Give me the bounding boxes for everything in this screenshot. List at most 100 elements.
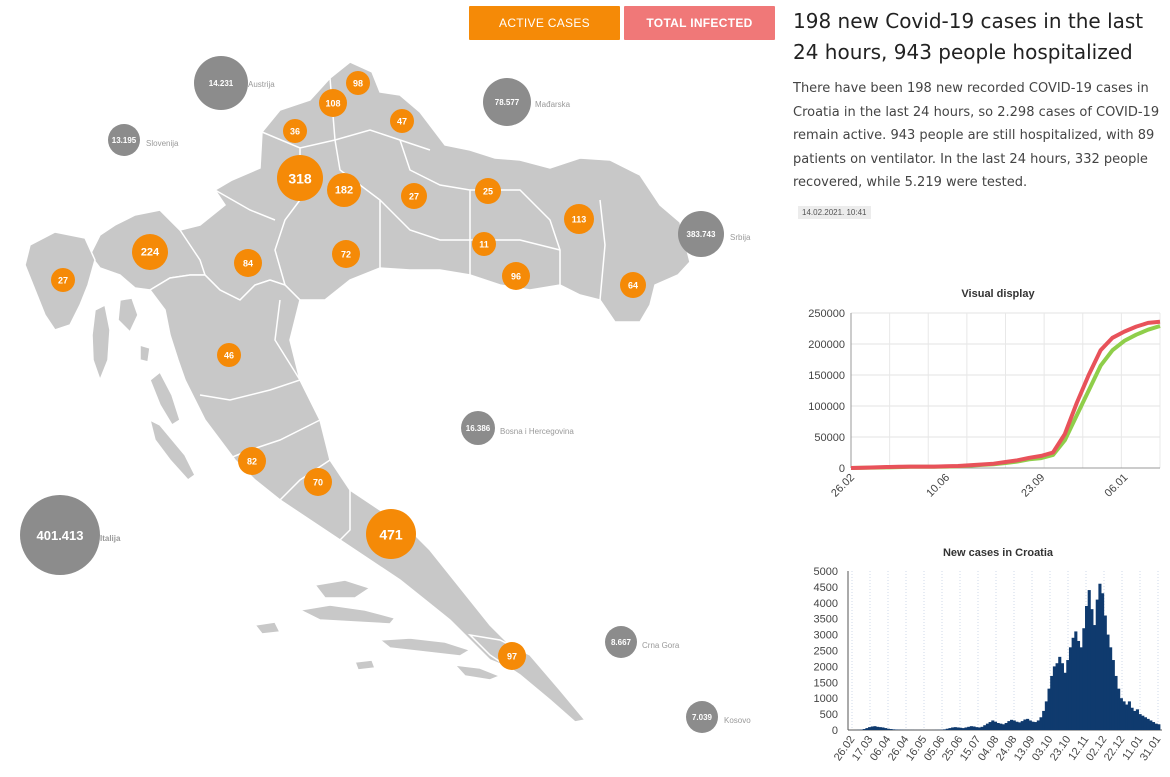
neighbour-bubble-value: 401.413 xyxy=(37,528,84,543)
neighbour-bubble-circle xyxy=(108,124,140,156)
chart1-ytick: 250000 xyxy=(808,308,845,320)
chart2-ytick: 4500 xyxy=(814,582,838,594)
region-bubble-pozega[interactable]: 11 xyxy=(472,232,496,256)
neighbour-bubble-value: 383.743 xyxy=(687,230,716,239)
chart2-bar xyxy=(870,726,874,730)
region-bubble-value: 96 xyxy=(511,272,521,282)
total-infected-tab[interactable]: TOTAL INFECTED xyxy=(624,6,775,40)
chart2-bar xyxy=(1015,721,1019,730)
chart2-bar xyxy=(1093,625,1097,730)
neighbour-slovenia[interactable]: 13.195 Slovenija xyxy=(108,124,179,156)
chart2-bar xyxy=(1007,721,1011,730)
region-bubble-zadar[interactable]: 82 xyxy=(238,447,266,475)
chart2-ytick: 0 xyxy=(832,725,838,737)
island-hvar[interactable] xyxy=(297,604,397,625)
chart2-bar xyxy=(886,728,890,730)
region-bubble-krapina[interactable]: 36 xyxy=(283,119,307,143)
region-bubble-circle xyxy=(498,642,526,670)
island-korcula[interactable] xyxy=(378,637,472,657)
region-bubble-brod[interactable]: 96 xyxy=(502,262,530,290)
region-bubble-istria[interactable]: 27 xyxy=(51,268,75,292)
neighbour-bih[interactable]: 16.386 Bosna i Hercegovina xyxy=(461,411,574,445)
chart2-bar xyxy=(1060,663,1064,730)
region-bubble-zagreb-city[interactable]: 318 xyxy=(277,155,323,201)
region-bubble-circle xyxy=(238,447,266,475)
chart2-bar xyxy=(1127,701,1131,730)
region-bubble-value: 224 xyxy=(141,247,160,259)
chart2-bar xyxy=(881,727,885,730)
chart2-bar xyxy=(1012,720,1016,730)
chart2-bar xyxy=(977,727,981,730)
island-krk[interactable] xyxy=(117,297,139,334)
island-brac[interactable] xyxy=(313,579,372,599)
chart2-bar xyxy=(975,727,979,730)
region-bubble-medjimurje[interactable]: 98 xyxy=(346,71,370,95)
region-bubble-value: 471 xyxy=(379,527,403,543)
chart2-bar xyxy=(884,728,888,730)
neighbour-hungary[interactable]: 78.577 Mađarska xyxy=(483,78,571,126)
chart2-bar xyxy=(953,727,957,730)
neighbour-kosovo[interactable]: 7.039 Kosovo xyxy=(686,701,751,733)
region-bubble-split[interactable]: 471 xyxy=(366,509,416,559)
chart2-bar xyxy=(988,722,992,730)
region-bubble-karlovac[interactable]: 84 xyxy=(234,249,262,277)
region-bubble-lika[interactable]: 46 xyxy=(217,343,241,367)
region-bubble-value: 70 xyxy=(313,478,323,488)
island-lastovo[interactable] xyxy=(353,659,377,671)
neighbour-bubble-circle xyxy=(605,626,637,658)
island-vis[interactable] xyxy=(253,621,282,635)
chart2-bar xyxy=(1026,718,1030,730)
region-bubble-dubrovnik[interactable]: 97 xyxy=(498,642,526,670)
neighbour-name: Italija xyxy=(100,534,121,543)
cumulative-chart-svg: 0 50000 100000 150000 200000 250000 26.02 10.06… xyxy=(808,308,1161,500)
chart2-bar xyxy=(1141,715,1145,730)
chart2-bar xyxy=(943,729,947,730)
island-pag[interactable] xyxy=(149,370,181,427)
chart2-bar xyxy=(1066,660,1070,730)
chart2-bar xyxy=(951,727,955,730)
chart2-bar xyxy=(1047,688,1051,730)
chart2-bar xyxy=(1143,717,1148,730)
region-bubble-value: 72 xyxy=(341,250,351,260)
chart2-bar xyxy=(865,728,869,730)
neighbour-name: Kosovo xyxy=(724,716,751,725)
region-bubble-vukovar[interactable]: 64 xyxy=(620,272,646,298)
chart2-bar xyxy=(1020,721,1024,730)
neighbour-name: Bosna i Hercegovina xyxy=(500,427,574,436)
region-bubble-virovitica[interactable]: 25 xyxy=(475,178,501,204)
region-bubble-primorje[interactable]: 224 xyxy=(132,234,168,270)
chart1-xtick: 23.09 xyxy=(1019,472,1047,500)
region-bubble-value: 27 xyxy=(409,192,419,202)
cumulative-chart: Visual display 0 50000 100000 150000 200000 2… xyxy=(790,286,1166,521)
region-bubble-sisak[interactable]: 72 xyxy=(332,240,360,268)
chart2-bar xyxy=(878,727,882,730)
active-cases-tab[interactable]: ACTIVE CASES xyxy=(469,6,620,40)
region-bubble-value: 182 xyxy=(335,185,353,197)
region-bubble-koprivnica[interactable]: 47 xyxy=(390,109,414,133)
island-rab[interactable] xyxy=(139,343,151,363)
region-bubble-zagreb-county[interactable]: 182 xyxy=(327,173,361,207)
summary-text: There have been 198 new recorded COVID-1… xyxy=(793,81,1160,190)
region-bubble-varazdin[interactable]: 108 xyxy=(319,89,347,117)
chart2-bar xyxy=(1101,593,1105,730)
chart2-bar xyxy=(1042,710,1046,730)
region-bubble-circle xyxy=(283,119,307,143)
chart2-bar xyxy=(1044,701,1048,730)
neighbour-austria[interactable]: 14.231 Austrija xyxy=(194,56,275,110)
region-bubble-bjelovar[interactable]: 27 xyxy=(401,183,427,209)
neighbour-montenegro[interactable]: 8.667 Crna Gora xyxy=(605,626,680,658)
chart2-bar xyxy=(1082,628,1086,730)
neighbour-bubble-value: 13.195 xyxy=(112,136,137,145)
island-cres[interactable] xyxy=(91,303,111,383)
chart2-bar xyxy=(1076,640,1081,730)
region-bubble-sibenik[interactable]: 70 xyxy=(304,468,332,496)
neighbour-serbia[interactable]: 383.743 Srbija xyxy=(678,211,751,257)
chart2-bar xyxy=(1071,637,1075,730)
island-dugi[interactable] xyxy=(148,418,196,481)
neighbour-italy[interactable]: 401.413 Italija xyxy=(20,495,121,575)
island-mljet[interactable] xyxy=(453,664,503,681)
chart2-bar xyxy=(1130,707,1134,730)
chart2-bar xyxy=(889,729,893,730)
chart2-bar xyxy=(1085,605,1089,730)
region-bubble-osijek[interactable]: 113 xyxy=(564,204,594,234)
